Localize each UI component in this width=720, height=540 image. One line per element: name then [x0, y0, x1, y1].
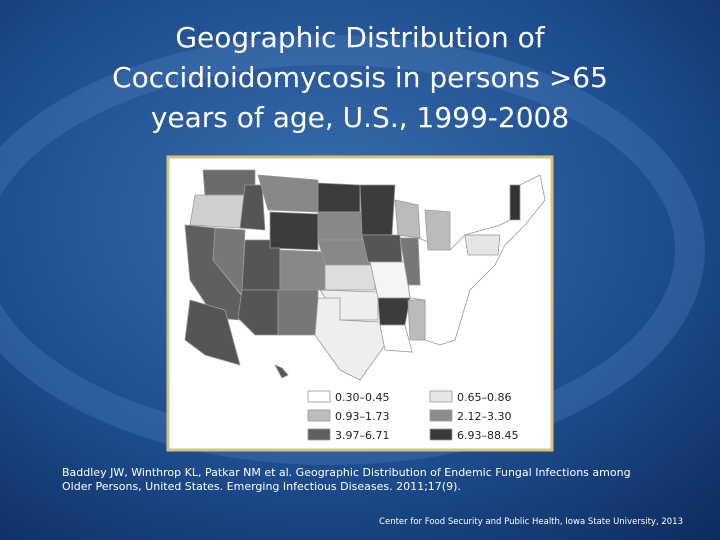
map-legend: 0.30–0.45 0.65–0.86 0.93–1.73 2.12–3.30 3.97…	[307, 390, 518, 442]
footer: Center for Food Security and Public Heal…	[379, 517, 683, 527]
citation-line: Baddley JW, Winthrop KL, Patkar NM et al…	[62, 466, 631, 479]
legend-swatch	[429, 390, 453, 403]
legend-swatch	[429, 428, 453, 441]
legend-label: 3.97–6.71	[335, 429, 389, 442]
citation-line: Older Persons, United States. Emerging I…	[62, 480, 461, 493]
legend-label: 0.30–0.45	[335, 391, 389, 404]
title-line: Geographic Distribution of	[175, 21, 545, 54]
legend-swatch	[307, 428, 331, 441]
us-map	[184, 169, 546, 381]
legend-label: 0.65–0.86	[457, 391, 511, 404]
legend-swatch	[429, 409, 453, 422]
legend-label: 2.12–3.30	[457, 410, 511, 423]
legend-swatch	[307, 390, 331, 403]
legend-swatch	[307, 409, 331, 422]
legend-label: 0.93–1.73	[335, 410, 389, 423]
title-line: years of age, U.S., 1999-2008	[151, 101, 569, 134]
legend-label: 6.93–88.45	[457, 429, 518, 442]
title-line: Coccidioidomycosis in persons >65	[112, 61, 608, 94]
